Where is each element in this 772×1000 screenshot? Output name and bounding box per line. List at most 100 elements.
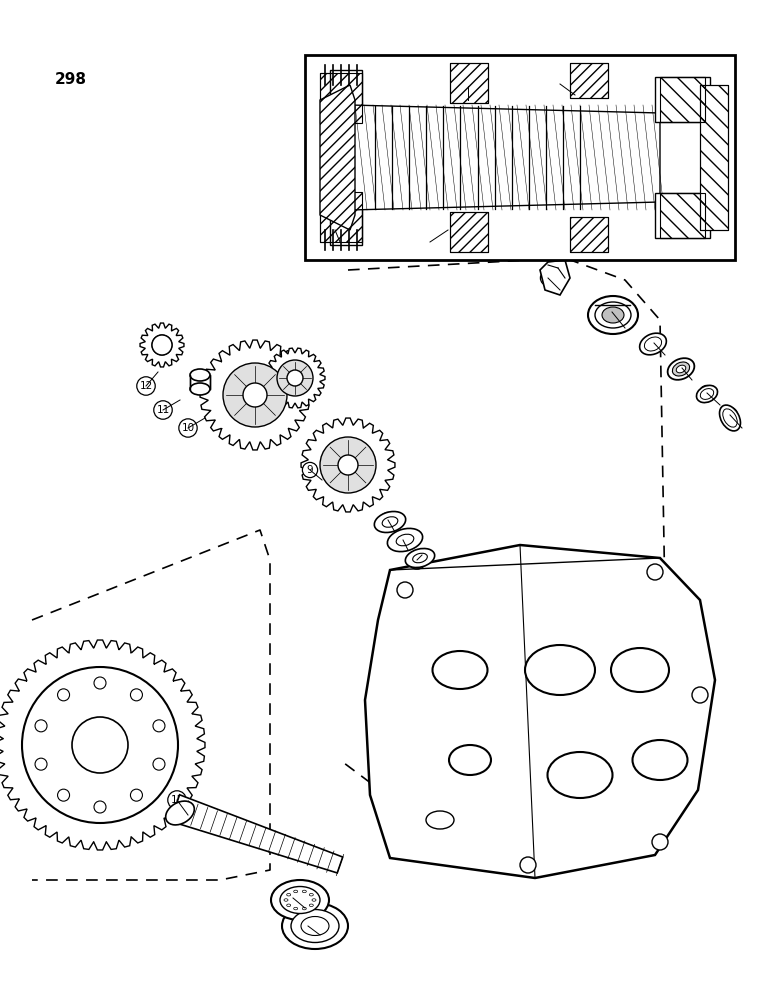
Ellipse shape	[388, 528, 422, 552]
Ellipse shape	[271, 880, 329, 920]
Ellipse shape	[449, 745, 491, 775]
Ellipse shape	[413, 553, 428, 563]
Text: 9: 9	[557, 73, 563, 83]
Text: 4: 4	[651, 338, 657, 348]
Circle shape	[338, 455, 358, 475]
Circle shape	[520, 857, 536, 873]
Ellipse shape	[282, 903, 348, 949]
Text: 2: 2	[704, 388, 710, 398]
Bar	[450, 212, 488, 252]
Bar	[450, 63, 488, 103]
Polygon shape	[301, 418, 395, 512]
Polygon shape	[200, 340, 310, 450]
Ellipse shape	[595, 302, 631, 328]
Ellipse shape	[284, 899, 288, 901]
Ellipse shape	[640, 333, 666, 355]
Ellipse shape	[293, 907, 298, 910]
Bar	[660, 193, 705, 238]
Ellipse shape	[676, 365, 686, 373]
Ellipse shape	[700, 389, 713, 399]
Circle shape	[153, 720, 165, 732]
Circle shape	[35, 758, 47, 770]
Circle shape	[277, 360, 313, 396]
Text: 5: 5	[608, 307, 615, 317]
Circle shape	[397, 582, 413, 598]
Ellipse shape	[432, 651, 487, 689]
Text: 16: 16	[411, 555, 424, 565]
Bar	[570, 217, 608, 252]
Text: 1: 1	[726, 410, 733, 420]
Ellipse shape	[672, 362, 689, 376]
Bar	[570, 217, 608, 252]
Circle shape	[320, 437, 376, 493]
Circle shape	[153, 758, 165, 770]
Text: 6: 6	[545, 273, 551, 283]
Text: 8: 8	[400, 535, 406, 545]
Ellipse shape	[312, 899, 316, 901]
Ellipse shape	[611, 648, 669, 692]
Text: 12: 12	[140, 381, 153, 391]
Bar	[700, 85, 728, 230]
Polygon shape	[0, 640, 205, 850]
Ellipse shape	[525, 645, 595, 695]
Bar	[660, 77, 705, 122]
Ellipse shape	[588, 296, 638, 334]
Bar	[700, 85, 728, 230]
Ellipse shape	[190, 383, 210, 395]
Circle shape	[692, 687, 708, 703]
Bar	[660, 77, 705, 122]
Circle shape	[130, 689, 143, 701]
Bar	[305, 55, 735, 260]
Text: 11: 11	[157, 405, 170, 415]
Text: 3: 3	[679, 363, 686, 373]
Bar	[450, 63, 488, 103]
Bar	[190, 375, 210, 389]
Bar	[570, 63, 608, 98]
Bar	[320, 73, 362, 123]
Circle shape	[58, 789, 69, 801]
Ellipse shape	[405, 548, 435, 568]
Bar	[450, 212, 488, 252]
Ellipse shape	[301, 916, 329, 936]
Circle shape	[94, 677, 106, 689]
Circle shape	[152, 335, 172, 355]
Ellipse shape	[396, 534, 414, 546]
Ellipse shape	[303, 907, 306, 910]
Ellipse shape	[382, 517, 398, 527]
Circle shape	[287, 370, 303, 386]
Ellipse shape	[293, 890, 298, 893]
Polygon shape	[655, 77, 710, 122]
Circle shape	[652, 834, 668, 850]
Circle shape	[647, 564, 663, 580]
Circle shape	[152, 335, 172, 355]
Ellipse shape	[190, 369, 210, 381]
Ellipse shape	[602, 307, 624, 323]
Text: 14: 14	[286, 893, 300, 903]
Ellipse shape	[291, 910, 339, 942]
Text: 15: 15	[334, 243, 346, 253]
Ellipse shape	[668, 358, 694, 380]
Text: 15: 15	[171, 795, 184, 805]
Ellipse shape	[723, 409, 737, 427]
Polygon shape	[655, 193, 710, 238]
Circle shape	[58, 689, 69, 701]
Circle shape	[22, 667, 178, 823]
Bar	[570, 63, 608, 98]
Ellipse shape	[286, 904, 291, 907]
Text: 7: 7	[384, 515, 391, 525]
Bar	[660, 193, 705, 238]
Polygon shape	[171, 795, 343, 873]
Polygon shape	[265, 348, 325, 408]
Text: 298: 298	[55, 72, 87, 87]
Text: 10: 10	[181, 423, 195, 433]
Polygon shape	[140, 323, 184, 367]
Bar	[320, 192, 362, 242]
Circle shape	[35, 720, 47, 732]
Ellipse shape	[696, 385, 717, 403]
Text: 9: 9	[306, 465, 313, 475]
Ellipse shape	[645, 337, 662, 351]
Bar	[320, 192, 362, 242]
Ellipse shape	[310, 904, 313, 907]
Circle shape	[223, 363, 287, 427]
Circle shape	[94, 801, 106, 813]
